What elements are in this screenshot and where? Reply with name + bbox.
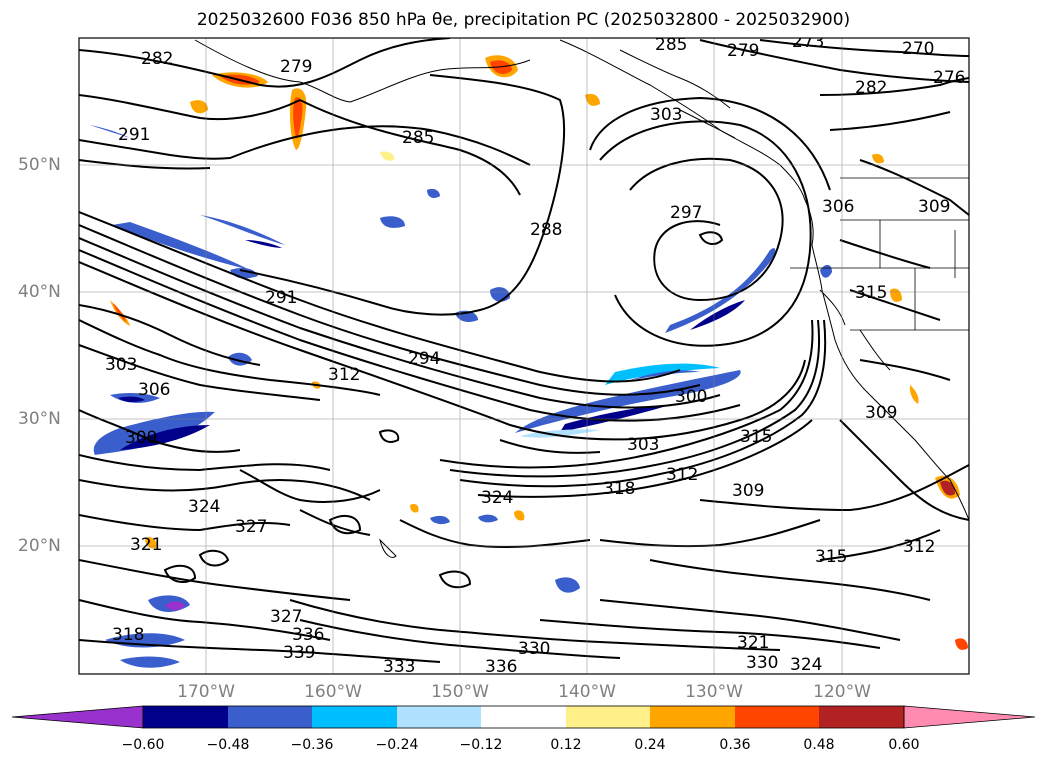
contour-label: 315 (815, 547, 847, 567)
contour-label: 321 (737, 633, 769, 653)
colorbar-tick-label: −0.36 (290, 737, 334, 753)
contour-label: 279 (280, 57, 312, 77)
colorbar-bin (735, 706, 819, 728)
contour-label: 336 (292, 625, 324, 645)
lat-label: 30°N (18, 409, 61, 429)
contour-label: 291 (265, 288, 297, 308)
colorbar-bin (650, 706, 735, 728)
colorbar-bin (481, 706, 566, 728)
contour-label: 303 (650, 105, 682, 125)
colorbar-bin (143, 706, 228, 728)
contour-label: 294 (408, 349, 440, 369)
colorbar-tick-label: 0.12 (550, 737, 582, 753)
contour-label: 309 (918, 197, 950, 217)
lon-label: 130°W (685, 682, 743, 702)
contour-label: 318 (603, 479, 635, 499)
contour-label: 306 (138, 380, 170, 400)
graticule (79, 38, 969, 674)
contour-labels: 282 279 285 279 273 270 276 282 291 285 … (105, 32, 965, 677)
contour-label: 297 (670, 203, 702, 223)
coastlines (194, 39, 969, 558)
contour-label: 324 (481, 488, 513, 508)
contour-label: 312 (903, 537, 935, 557)
map-title: 2025032600 F036 850 hPa θe, precipitatio… (196, 10, 851, 30)
colorbar-tick-label: −0.12 (459, 737, 503, 753)
contour-label: 333 (383, 657, 415, 677)
contour-label: 273 (792, 32, 824, 52)
contour-label: 279 (727, 41, 759, 61)
colorbar-bin (397, 706, 481, 728)
contour-label: 321 (130, 535, 162, 555)
contour-label: 315 (855, 283, 887, 303)
colorbar-tick-label: 0.24 (634, 737, 666, 753)
contour-label: 330 (746, 653, 778, 673)
lon-label: 140°W (558, 682, 616, 702)
colorbar-tick-label: 0.60 (888, 737, 920, 753)
contour-label: 324 (188, 497, 220, 517)
colorbar (11, 705, 1036, 729)
colorbar-bin (228, 706, 312, 728)
lon-label: 170°W (177, 682, 235, 702)
contour-label: 270 (902, 39, 934, 59)
contour-label: 318 (112, 625, 144, 645)
map-frame (78, 37, 970, 675)
lon-label: 160°W (304, 682, 362, 702)
contour-label: 309 (732, 481, 764, 501)
contour-label: 276 (933, 68, 965, 88)
contour-label: 327 (270, 607, 302, 627)
contour-label: 291 (118, 125, 150, 145)
contour-label: 330 (518, 639, 550, 659)
colorbar-tick-label: −0.60 (121, 737, 165, 753)
contour-label: 324 (790, 655, 822, 675)
contour-label: 327 (235, 517, 267, 537)
contour-label: 315 (740, 427, 772, 447)
colorbar-extend-min (11, 705, 144, 729)
contour-label: 282 (141, 49, 173, 69)
colorbar-bin (819, 706, 904, 728)
colorbar-extend-max (903, 705, 1036, 729)
contour-label: 300 (675, 387, 707, 407)
contour-label: 339 (283, 643, 315, 663)
contour-label: 288 (530, 220, 562, 240)
contour-label: 282 (855, 78, 887, 98)
contour-label: 303 (105, 355, 137, 375)
precipitation-shading (90, 55, 968, 668)
contour-label: 306 (822, 197, 854, 217)
contour-label: 309 (865, 403, 897, 423)
colorbar-bin (566, 706, 650, 728)
colorbar-tick-label: 0.36 (719, 737, 751, 753)
contour-label: 303 (627, 435, 659, 455)
theta-e-contours (79, 38, 969, 663)
contour-label: 309 (125, 428, 157, 448)
contour-label: 312 (666, 465, 698, 485)
lat-label: 20°N (18, 536, 61, 556)
colorbar-tick-label: 0.48 (803, 737, 835, 753)
lon-label: 120°W (813, 682, 871, 702)
contour-label: 312 (328, 365, 360, 385)
contour-label: 285 (655, 35, 687, 55)
colorbar-tick-label: −0.48 (206, 737, 250, 753)
lat-label: 50°N (18, 155, 61, 175)
contour-label: 336 (485, 657, 517, 677)
lat-label: 40°N (18, 282, 61, 302)
contour-label: 285 (402, 128, 434, 148)
colorbar-tick-label: −0.24 (375, 737, 419, 753)
lon-label: 150°W (431, 682, 489, 702)
colorbar-bin (312, 706, 397, 728)
